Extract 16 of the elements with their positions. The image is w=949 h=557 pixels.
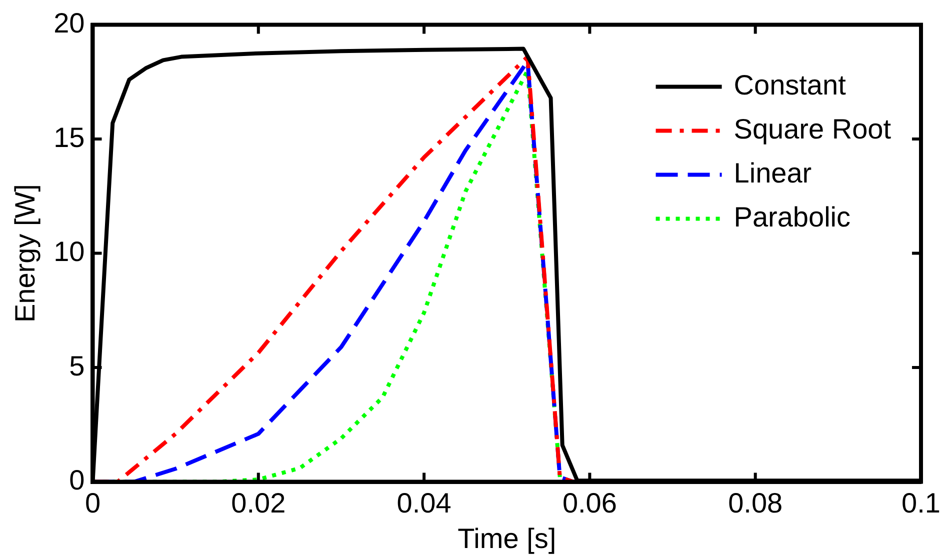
y-tick-label: 5 [69,350,85,382]
x-tick-label: 0.08 [728,487,783,518]
x-tick-label: 0.1 [902,487,940,518]
y-tick-label: 15 [54,122,85,153]
y-axis-title: Energy [W] [10,184,41,323]
y-tick-label: 20 [54,8,85,39]
y-tick-label: 0 [69,464,85,496]
legend-label: Constant [734,70,846,101]
legend-label: Square Root [734,114,892,145]
legend-label: Linear [734,158,812,189]
x-tick-label: 0.06 [562,487,617,518]
x-tick-label: 0.04 [396,487,452,518]
x-axis-title: Time [s] [458,522,556,554]
x-tick-label: 0.02 [231,487,286,518]
legend-label: Parabolic [734,202,851,233]
y-tick-label: 10 [54,236,85,268]
